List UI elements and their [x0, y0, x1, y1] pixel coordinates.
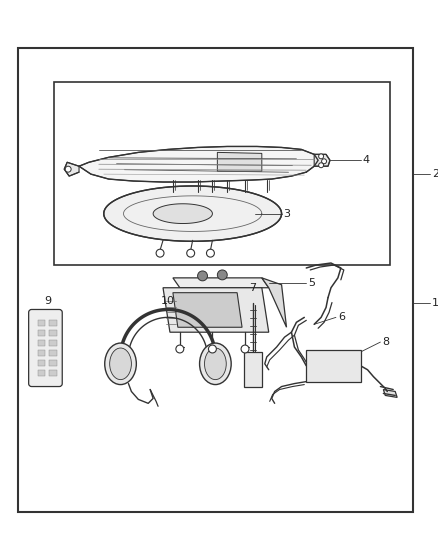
Bar [54, 82, 390, 265]
Polygon shape [173, 278, 269, 288]
Bar [49, 350, 57, 356]
Circle shape [187, 249, 194, 257]
Text: 4: 4 [363, 155, 370, 165]
Bar [49, 340, 57, 346]
Bar [49, 370, 57, 376]
Circle shape [208, 345, 216, 353]
Circle shape [206, 249, 214, 257]
Polygon shape [262, 278, 286, 327]
Ellipse shape [200, 343, 231, 385]
Text: 9: 9 [44, 296, 51, 305]
Circle shape [217, 270, 227, 280]
Text: 2: 2 [432, 169, 438, 179]
Ellipse shape [105, 343, 136, 385]
Bar [244, 352, 262, 386]
Polygon shape [314, 155, 330, 166]
Circle shape [65, 166, 71, 172]
Circle shape [318, 154, 324, 159]
Bar [18, 47, 413, 512]
Text: 10: 10 [161, 296, 175, 305]
Text: 6: 6 [338, 312, 345, 322]
Polygon shape [163, 288, 269, 332]
Bar [38, 340, 46, 346]
Circle shape [198, 271, 208, 281]
Circle shape [176, 345, 184, 353]
Circle shape [318, 163, 324, 168]
Polygon shape [104, 186, 282, 241]
Bar [306, 350, 360, 382]
Polygon shape [79, 147, 318, 182]
Text: 7: 7 [249, 282, 257, 293]
Polygon shape [64, 162, 79, 176]
Ellipse shape [110, 348, 131, 379]
Polygon shape [153, 204, 212, 223]
Bar [38, 370, 46, 376]
Bar [38, 350, 46, 356]
Bar [38, 360, 46, 366]
Ellipse shape [205, 348, 226, 379]
Text: 1: 1 [432, 297, 438, 308]
Circle shape [241, 345, 249, 353]
Bar [49, 320, 57, 326]
Text: 8: 8 [382, 337, 389, 347]
FancyBboxPatch shape [28, 310, 62, 386]
Circle shape [156, 249, 164, 257]
Bar [38, 330, 46, 336]
Text: 5: 5 [308, 278, 315, 288]
Bar [38, 320, 46, 326]
Text: 3: 3 [283, 208, 290, 219]
Polygon shape [217, 152, 262, 171]
Polygon shape [383, 390, 397, 398]
Polygon shape [173, 293, 242, 327]
Bar [49, 360, 57, 366]
Bar [49, 330, 57, 336]
Circle shape [321, 159, 327, 164]
